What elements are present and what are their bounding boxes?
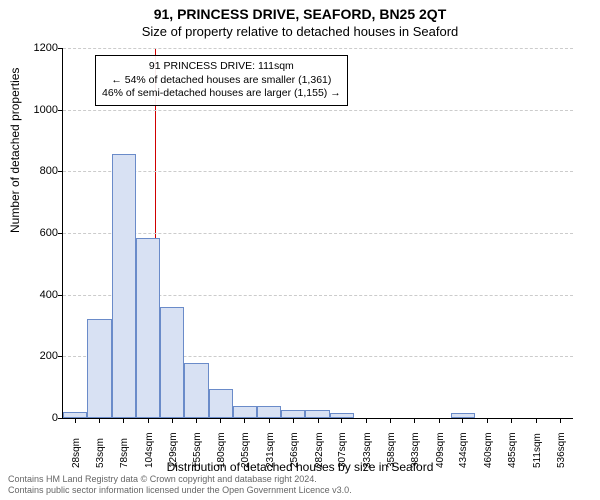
y-axis-label: Number of detached properties xyxy=(8,68,22,233)
histogram-bar xyxy=(184,363,208,419)
histogram-bar xyxy=(257,406,281,418)
x-tick xyxy=(462,418,463,423)
gridline xyxy=(63,233,573,234)
gridline xyxy=(63,171,573,172)
x-tick xyxy=(148,418,149,423)
gridline xyxy=(63,110,573,111)
histogram-bar xyxy=(112,154,136,418)
footer-line1: Contains HM Land Registry data © Crown c… xyxy=(8,474,352,485)
chart-container: 91, PRINCESS DRIVE, SEAFORD, BN25 2QT Si… xyxy=(0,0,600,500)
y-tick-label: 800 xyxy=(8,165,58,177)
x-tick xyxy=(487,418,488,423)
x-tick xyxy=(172,418,173,423)
y-tick xyxy=(58,356,63,357)
y-tick xyxy=(58,48,63,49)
y-tick-label: 0 xyxy=(8,412,58,424)
annotation-line3: 46% of semi-detached houses are larger (… xyxy=(102,87,341,101)
chart-title-sub: Size of property relative to detached ho… xyxy=(0,24,600,39)
y-tick-label: 400 xyxy=(8,289,58,301)
x-tick xyxy=(560,418,561,423)
x-tick xyxy=(244,418,245,423)
chart-title-main: 91, PRINCESS DRIVE, SEAFORD, BN25 2QT xyxy=(0,6,600,22)
x-tick xyxy=(414,418,415,423)
x-tick xyxy=(220,418,221,423)
y-tick xyxy=(58,233,63,234)
y-tick-label: 200 xyxy=(8,350,58,362)
histogram-bar xyxy=(281,410,305,418)
y-tick xyxy=(58,171,63,172)
y-tick xyxy=(58,295,63,296)
x-tick xyxy=(536,418,537,423)
y-tick-label: 1200 xyxy=(8,42,58,54)
x-tick xyxy=(99,418,100,423)
y-tick xyxy=(58,110,63,111)
x-tick xyxy=(269,418,270,423)
annotation-line2: ← 54% of detached houses are smaller (1,… xyxy=(102,74,341,88)
histogram-bar xyxy=(305,410,329,418)
x-tick xyxy=(366,418,367,423)
histogram-bar xyxy=(136,238,160,418)
x-tick xyxy=(75,418,76,423)
x-tick xyxy=(511,418,512,423)
x-tick xyxy=(196,418,197,423)
gridline xyxy=(63,48,573,49)
x-tick xyxy=(439,418,440,423)
annotation-line1: 91 PRINCESS DRIVE: 111sqm xyxy=(102,60,341,74)
y-tick-label: 1000 xyxy=(8,104,58,116)
footer-line2: Contains public sector information licen… xyxy=(8,485,352,496)
x-tick xyxy=(293,418,294,423)
histogram-bar xyxy=(87,319,111,418)
histogram-bar xyxy=(233,406,257,418)
x-tick xyxy=(123,418,124,423)
histogram-bar xyxy=(209,389,233,418)
footer-attribution: Contains HM Land Registry data © Crown c… xyxy=(8,474,352,496)
x-tick xyxy=(390,418,391,423)
annotation-box: 91 PRINCESS DRIVE: 111sqm ← 54% of detac… xyxy=(95,55,348,106)
x-tick xyxy=(341,418,342,423)
y-tick-label: 600 xyxy=(8,227,58,239)
histogram-bar xyxy=(160,307,184,418)
x-tick xyxy=(318,418,319,423)
y-tick xyxy=(58,418,63,419)
